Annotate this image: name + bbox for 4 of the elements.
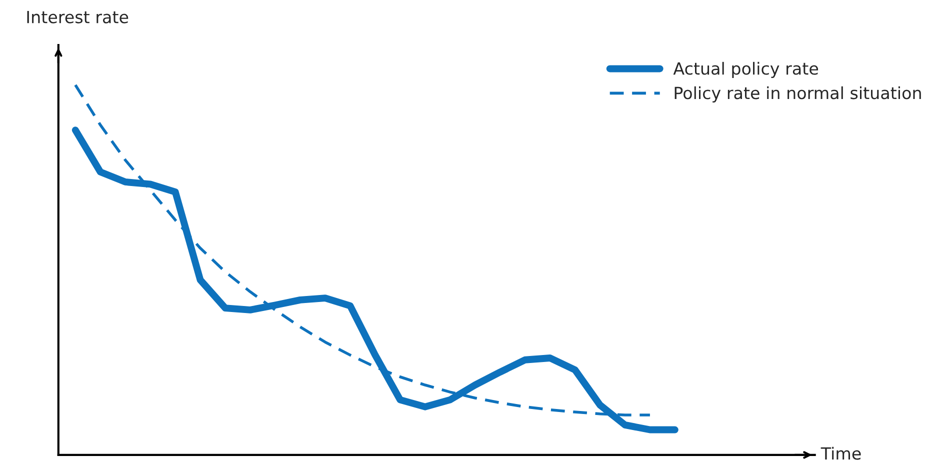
legend-label: Policy rate in normal situation	[674, 86, 921, 102]
text: Time	[820, 446, 861, 460]
y-axis-title: Interest rate	[27, 10, 128, 24]
legend-label: Actual policy rate	[673, 62, 818, 78]
